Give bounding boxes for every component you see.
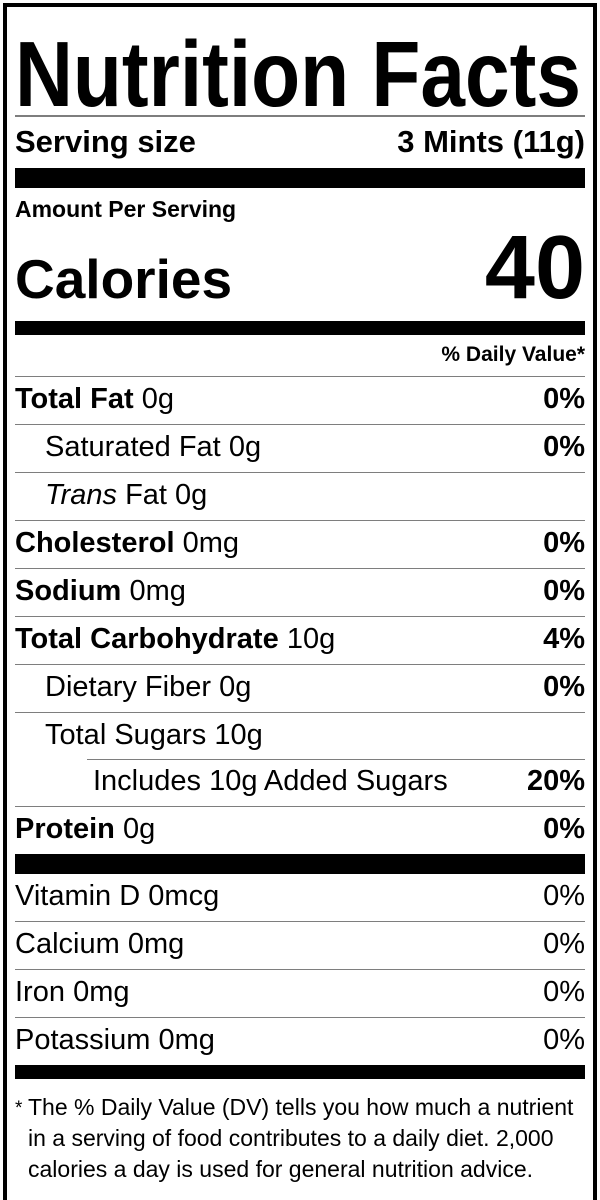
title-divider xyxy=(15,115,585,117)
calories-row: Calories 40 xyxy=(15,217,585,322)
vitamin-amount: 0mg xyxy=(73,975,130,1008)
nutrient-row-saturated-fat: Saturated Fat 0g 0% xyxy=(15,424,585,472)
nutrient-dv: 0% xyxy=(543,383,585,416)
nutrient-row-total-sugars: Total Sugars 10g xyxy=(15,711,585,760)
separator-bar-thick-protein xyxy=(15,854,585,875)
vitamin-amount: 0mcg xyxy=(148,880,220,913)
vitamin-row-vitamin-d: Vitamin D 0mcg 0% xyxy=(15,874,585,921)
nutrient-row-cholesterol: Cholesterol 0mg 0% xyxy=(15,519,585,568)
vitamin-row-potassium: Potassium 0mg 0% xyxy=(15,1016,585,1065)
vitamin-name: Iron xyxy=(15,975,65,1008)
nutrient-row-trans-fat: Trans Fat 0g xyxy=(15,472,585,520)
vitamin-row-iron: Iron 0mg 0% xyxy=(15,968,585,1017)
nutrient-dv: 0% xyxy=(543,813,585,846)
nutrient-name: Includes 10g Added Sugars xyxy=(93,765,448,798)
vitamin-dv: 0% xyxy=(543,975,585,1008)
serving-size-row: Serving size 3 Mints (11g) xyxy=(15,117,585,168)
nutrient-amount: 10g xyxy=(214,718,263,751)
nutrient-name: Sodium xyxy=(15,574,122,607)
nutrient-dv: 0% xyxy=(543,431,585,464)
nutrient-row-dietary-fiber: Dietary Fiber 0g 0% xyxy=(15,663,585,712)
nutrient-dv: 0% xyxy=(543,670,585,703)
nutrient-dv: 0% xyxy=(543,526,585,559)
title-text: Nutrition Facts xyxy=(15,35,581,115)
nutrient-name: Saturated Fat xyxy=(45,431,221,464)
nutrient-amount: 0mg xyxy=(129,574,186,607)
amount-per-serving-label: Amount Per Serving xyxy=(15,196,237,223)
nutrient-amount: 0g xyxy=(141,383,175,416)
title-section: Nutrition Facts xyxy=(15,7,585,115)
daily-value-header: % Daily Value* xyxy=(441,343,585,367)
vitamin-dv: 0% xyxy=(543,1023,585,1056)
vitamin-amount: 0mg xyxy=(158,1023,215,1056)
nutrient-amount: 0g xyxy=(228,431,262,464)
nutrient-row-sodium: Sodium 0mg 0% xyxy=(15,567,585,616)
nutrient-row-added-sugars: Includes 10g Added Sugars 20% xyxy=(15,759,585,806)
nutrient-amount: 0g xyxy=(219,670,252,703)
nutrient-dv: 20% xyxy=(526,765,585,798)
calories-label: Calories xyxy=(15,247,233,310)
serving-size-label: Serving size xyxy=(15,124,196,159)
vitamin-name: Potassium xyxy=(15,1023,151,1056)
nutrient-dv: 4% xyxy=(543,622,585,655)
nutrient-name: Total Carbohydrate xyxy=(15,622,279,655)
calories-value: 40 xyxy=(484,217,585,318)
vitamin-name: Calcium xyxy=(15,928,120,961)
nutrient-amount: 0g xyxy=(123,813,156,846)
footnote-asterisk: * xyxy=(15,1097,23,1119)
vitamin-dv: 0% xyxy=(543,880,585,913)
nutrient-name: Total Fat xyxy=(15,383,134,416)
nutrient-name: Cholesterol xyxy=(15,526,175,559)
nutrition-facts-title: Nutrition Facts xyxy=(15,35,581,115)
separator-bar-medium-footnote xyxy=(15,1064,585,1079)
nutrient-row-total-carbohydrate: Total Carbohydrate 10g 4% xyxy=(15,615,585,664)
nutrient-dv: 0% xyxy=(543,574,585,607)
vitamin-dv: 0% xyxy=(543,928,585,961)
nutrient-row-total-fat: Total Fat 0g 0% xyxy=(15,376,585,424)
vitamin-row-calcium: Calcium 0mg 0% xyxy=(15,921,585,969)
separator-bar-thick-top xyxy=(15,168,585,189)
nutrient-amount: 0mg xyxy=(182,526,240,559)
nutrient-name: Total Sugars xyxy=(45,718,207,751)
nutrient-amount: Fat 0g xyxy=(125,479,208,512)
nutrient-row-protein: Protein 0g 0% xyxy=(15,806,585,854)
nutrient-name: Dietary Fiber xyxy=(45,670,211,703)
nutrient-name: Trans xyxy=(45,479,117,512)
vitamin-name: Vitamin D xyxy=(15,880,141,913)
separator-bar-medium-calories xyxy=(15,321,585,336)
daily-value-footnote: * The % Daily Value (DV) tells you how m… xyxy=(15,1079,585,1200)
nutrient-amount: 10g xyxy=(286,622,336,655)
vitamin-amount: 0mg xyxy=(127,928,185,961)
nutrient-name: Protein xyxy=(15,813,115,846)
footnote-text: The % Daily Value (DV) tells you how muc… xyxy=(28,1093,574,1182)
nutrition-facts-label: Nutrition Facts Serving size 3 Mints (11… xyxy=(3,3,597,1200)
serving-size-value: 3 Mints (11g) xyxy=(397,124,585,159)
